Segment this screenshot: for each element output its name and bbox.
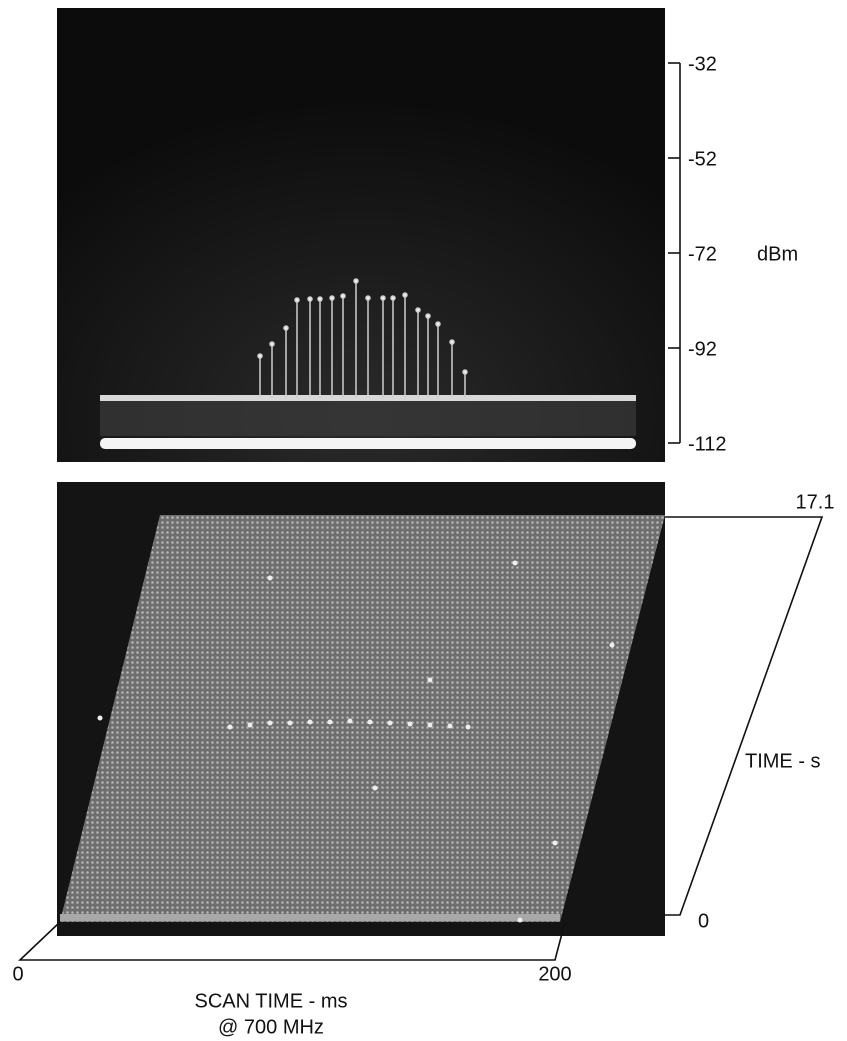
dbm-axis: -32 -52 -72 -92 -112 dBm bbox=[668, 53, 798, 455]
tick-label: -32 bbox=[688, 53, 717, 75]
spectrum-photo bbox=[57, 8, 665, 462]
waterfall-photo bbox=[57, 482, 665, 936]
axis-sublabel: @ 700 MHz bbox=[218, 1016, 324, 1038]
tick-label: 0 bbox=[12, 963, 23, 985]
tick-label: 200 bbox=[538, 963, 571, 985]
tick-label: -112 bbox=[688, 433, 727, 455]
waterfall-frame: 17.1 0 TIME - s 0 200 SCAN TIME - ms @ 7… bbox=[12, 491, 834, 1038]
tick-label: -52 bbox=[688, 148, 717, 170]
axis-label: TIME - s bbox=[745, 750, 821, 772]
tick-label: 17.1 bbox=[796, 491, 835, 513]
tick-label: -72 bbox=[688, 243, 717, 265]
tick-label: 0 bbox=[698, 910, 709, 932]
axis-label: SCAN TIME - ms bbox=[195, 990, 348, 1012]
axis-label: dBm bbox=[757, 243, 798, 265]
tick-label: -92 bbox=[688, 338, 717, 360]
